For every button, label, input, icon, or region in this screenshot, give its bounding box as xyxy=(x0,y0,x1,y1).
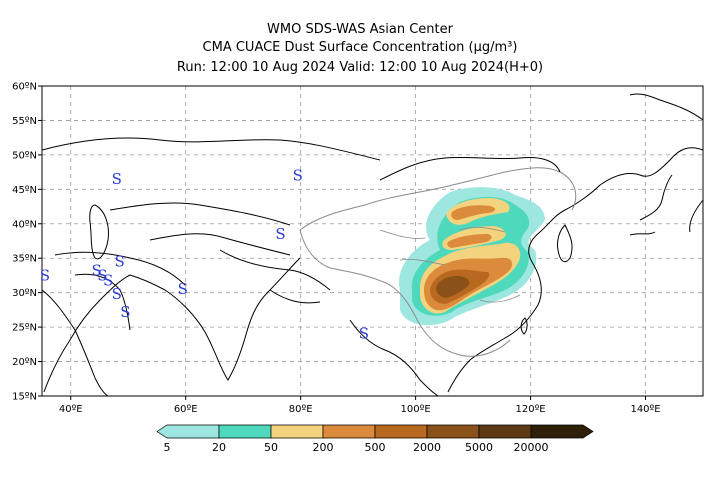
title-line-2: CMA CUACE Dust Surface Concentration (μg… xyxy=(202,40,518,55)
dust-station-marker: S xyxy=(97,266,107,284)
latitude-ticks: 60ºN 55ºN 50ºN 45ºN 40ºN 35ºN 30ºN 25ºN 20ºN 15ºN xyxy=(12,82,42,403)
border-china-provinces xyxy=(379,226,521,303)
lat-tick-label: 45ºN xyxy=(12,185,37,196)
border-india xyxy=(219,249,331,304)
border-middle-east xyxy=(54,251,186,331)
colorbar: 5 20 50 200 500 2000 5000 20000 xyxy=(156,424,594,454)
coastline-east-asia xyxy=(447,147,703,393)
border-central-asia xyxy=(109,202,291,256)
grid-lines xyxy=(42,86,703,396)
colorbar-level-label: 200 xyxy=(313,441,334,454)
colorbar-segment xyxy=(156,424,220,439)
dust-station-marker: S xyxy=(112,170,122,188)
coastline-arabia xyxy=(42,289,109,396)
dust-contour-2000 xyxy=(436,276,470,298)
colorbar-segment xyxy=(218,424,272,439)
lat-tick-label: 30ºN xyxy=(12,288,37,299)
dust-contour-200-middle xyxy=(447,234,492,248)
lat-tick-label: 40ºN xyxy=(12,219,37,230)
colorbar-level-label: 20 xyxy=(212,441,226,454)
colorbar-segment xyxy=(374,424,428,439)
border-mongolia xyxy=(379,156,561,181)
dust-contour-200-north xyxy=(451,205,496,220)
longitude-ticks: 40ºE 60ºE 80ºE 100ºE 120ºE 140ºE xyxy=(59,396,661,415)
border-southeast-asia xyxy=(349,319,439,396)
lat-tick-label: 20ºN xyxy=(12,357,37,368)
lon-tick-label: 40ºE xyxy=(59,404,83,415)
coastline-japan xyxy=(629,174,673,236)
lat-tick-label: 50ºN xyxy=(12,150,37,161)
dust-station-marker: S xyxy=(359,324,369,342)
colorbar-level-label: 50 xyxy=(264,441,278,454)
lat-tick-label: 15ºN xyxy=(12,392,37,403)
dust-station-marker: S xyxy=(40,266,50,284)
lon-tick-label: 120ºE xyxy=(516,404,546,415)
lat-tick-label: 60ºN xyxy=(12,82,37,93)
map-outlines xyxy=(42,93,703,396)
dust-station-marker: S xyxy=(114,253,124,271)
coastline-northeast xyxy=(629,93,703,233)
dust-station-marker: S xyxy=(120,303,130,321)
colorbar-level-label: 2000 xyxy=(413,441,441,454)
lon-tick-label: 140ºE xyxy=(630,404,660,415)
coastline-south-asia xyxy=(43,257,301,393)
dust-station-marker: S xyxy=(112,285,122,303)
title-line-3: Run: 12:00 10 Aug 2024 Valid: 12:00 10 A… xyxy=(176,60,544,75)
colorbar-level-label: 500 xyxy=(365,441,386,454)
lat-tick-label: 25ºN xyxy=(12,323,37,334)
map-frame-background xyxy=(42,86,703,396)
dust-station-marker: S xyxy=(91,262,101,280)
border-russia-kazakhstan xyxy=(42,137,381,161)
colorbar-segment xyxy=(426,424,480,439)
lat-tick-label: 35ºN xyxy=(12,254,37,265)
dust-station-marker: S xyxy=(178,280,188,298)
colorbar-segment xyxy=(322,424,376,439)
coastline-caspian xyxy=(89,204,109,260)
coastline-korea xyxy=(557,224,573,263)
dust-station-marker: S xyxy=(103,271,113,289)
lon-tick-label: 60ºE xyxy=(174,404,198,415)
lat-tick-label: 55ºN xyxy=(12,116,37,127)
dust-concentration-field xyxy=(399,187,545,326)
lon-tick-label: 100ºE xyxy=(401,404,431,415)
colorbar-level-label: 5000 xyxy=(465,441,493,454)
dust-station-marker: S xyxy=(293,167,303,185)
border-china xyxy=(299,167,577,357)
map-frame xyxy=(41,85,704,397)
colorbar-level-label: 20000 xyxy=(514,441,549,454)
colorbar-segment xyxy=(530,424,594,439)
coastline-taiwan xyxy=(520,317,528,335)
title-line-1: WMO SDS-WAS Asian Center xyxy=(267,22,453,37)
colorbar-segment xyxy=(478,424,532,439)
colorbar-level-label: 5 xyxy=(164,441,171,454)
dust-station-marker: S xyxy=(275,225,285,243)
colorbar-segment xyxy=(270,424,324,439)
lon-tick-label: 80ºE xyxy=(289,404,313,415)
